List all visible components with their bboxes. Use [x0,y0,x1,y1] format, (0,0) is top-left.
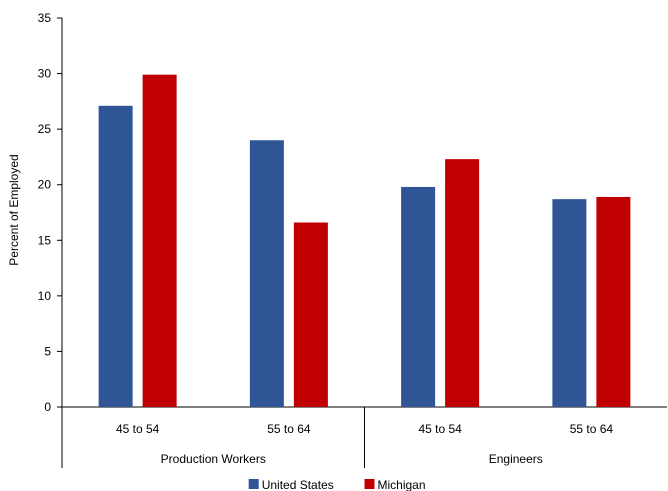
y-axis-title: Percent of Employed [7,154,21,265]
bar-united-states [98,105,133,407]
y-tick-label: 25 [38,122,52,136]
y-tick-label: 30 [38,67,52,81]
group-label: Production Workers [161,452,266,466]
y-tick-label: 10 [38,289,52,303]
bar-united-states [552,199,587,407]
y-tick-label: 0 [44,400,51,414]
x-category-label: 55 to 64 [267,422,311,436]
legend: United States Michigan [248,478,426,491]
x-category-label: 45 to 54 [418,422,462,436]
y-tick-label: 20 [38,178,52,192]
legend-swatch [364,479,375,489]
legend-label: United States [262,478,334,491]
legend-label: Michigan [378,478,426,491]
plot-area: 0 5 10 15 20 25 30 35 45 to 54 55 to 64 45 to 54 55… [38,11,667,468]
y-tick-label: 35 [38,11,52,25]
bar-michigan [293,222,328,407]
bar-united-states [401,186,436,407]
y-tick-label: 15 [38,233,52,247]
bar-michigan [445,159,480,407]
bar-united-states [249,140,284,407]
group-label: Engineers [489,452,543,466]
bar-michigan [142,74,177,407]
x-category-label: 45 to 54 [116,422,160,436]
x-category-label: 55 to 64 [570,422,614,436]
bar-michigan [596,196,631,407]
y-tick-label: 5 [44,344,51,358]
legend-swatch [248,479,259,489]
